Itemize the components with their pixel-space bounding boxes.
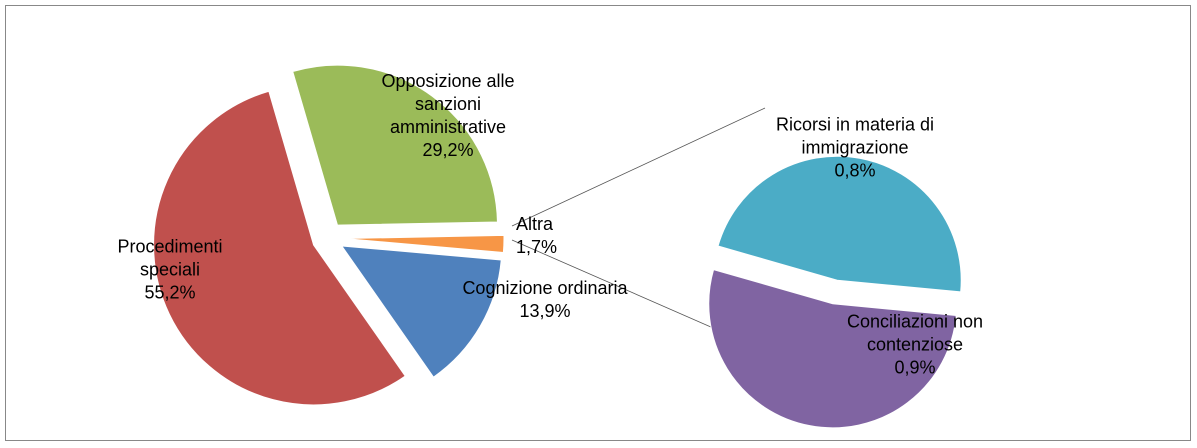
pie-slice <box>292 64 498 226</box>
label-text: 0,8% <box>834 160 876 181</box>
label-text: 1,7% <box>516 237 558 257</box>
label-text: Procedimenti speciali <box>117 236 223 280</box>
data-label: Ricorsi in materia di immigrazione 0,8% <box>755 114 955 183</box>
label-text: Conciliazioni non contenziose <box>846 311 984 355</box>
label-text: 55,2% <box>144 282 196 303</box>
label-text: 0,9% <box>894 357 936 378</box>
label-text: Ricorsi in materia di immigrazione <box>775 114 935 158</box>
pie-slice <box>717 155 962 293</box>
label-text: Altra <box>516 214 554 234</box>
label-text: Opposizione alle sanzioni amministrative <box>381 71 515 137</box>
label-text: 13,9% <box>519 301 571 321</box>
pie-slice <box>708 268 957 429</box>
label-text: Cognizione ordinaria <box>462 278 628 298</box>
data-label: Procedimenti speciali 55,2% <box>105 236 235 305</box>
data-label: Opposizione alle sanzioni amministrative… <box>358 70 538 162</box>
data-label: Altra 1,7% <box>516 213 596 259</box>
pie-slice <box>153 90 406 406</box>
data-label: Cognizione ordinaria 13,9% <box>425 277 665 323</box>
pie-slice <box>340 245 502 378</box>
label-text: 29,2% <box>422 140 474 160</box>
pie-slice <box>343 234 505 254</box>
connector-line <box>511 107 766 227</box>
data-label: Conciliazioni non contenziose 0,9% <box>825 311 1005 380</box>
